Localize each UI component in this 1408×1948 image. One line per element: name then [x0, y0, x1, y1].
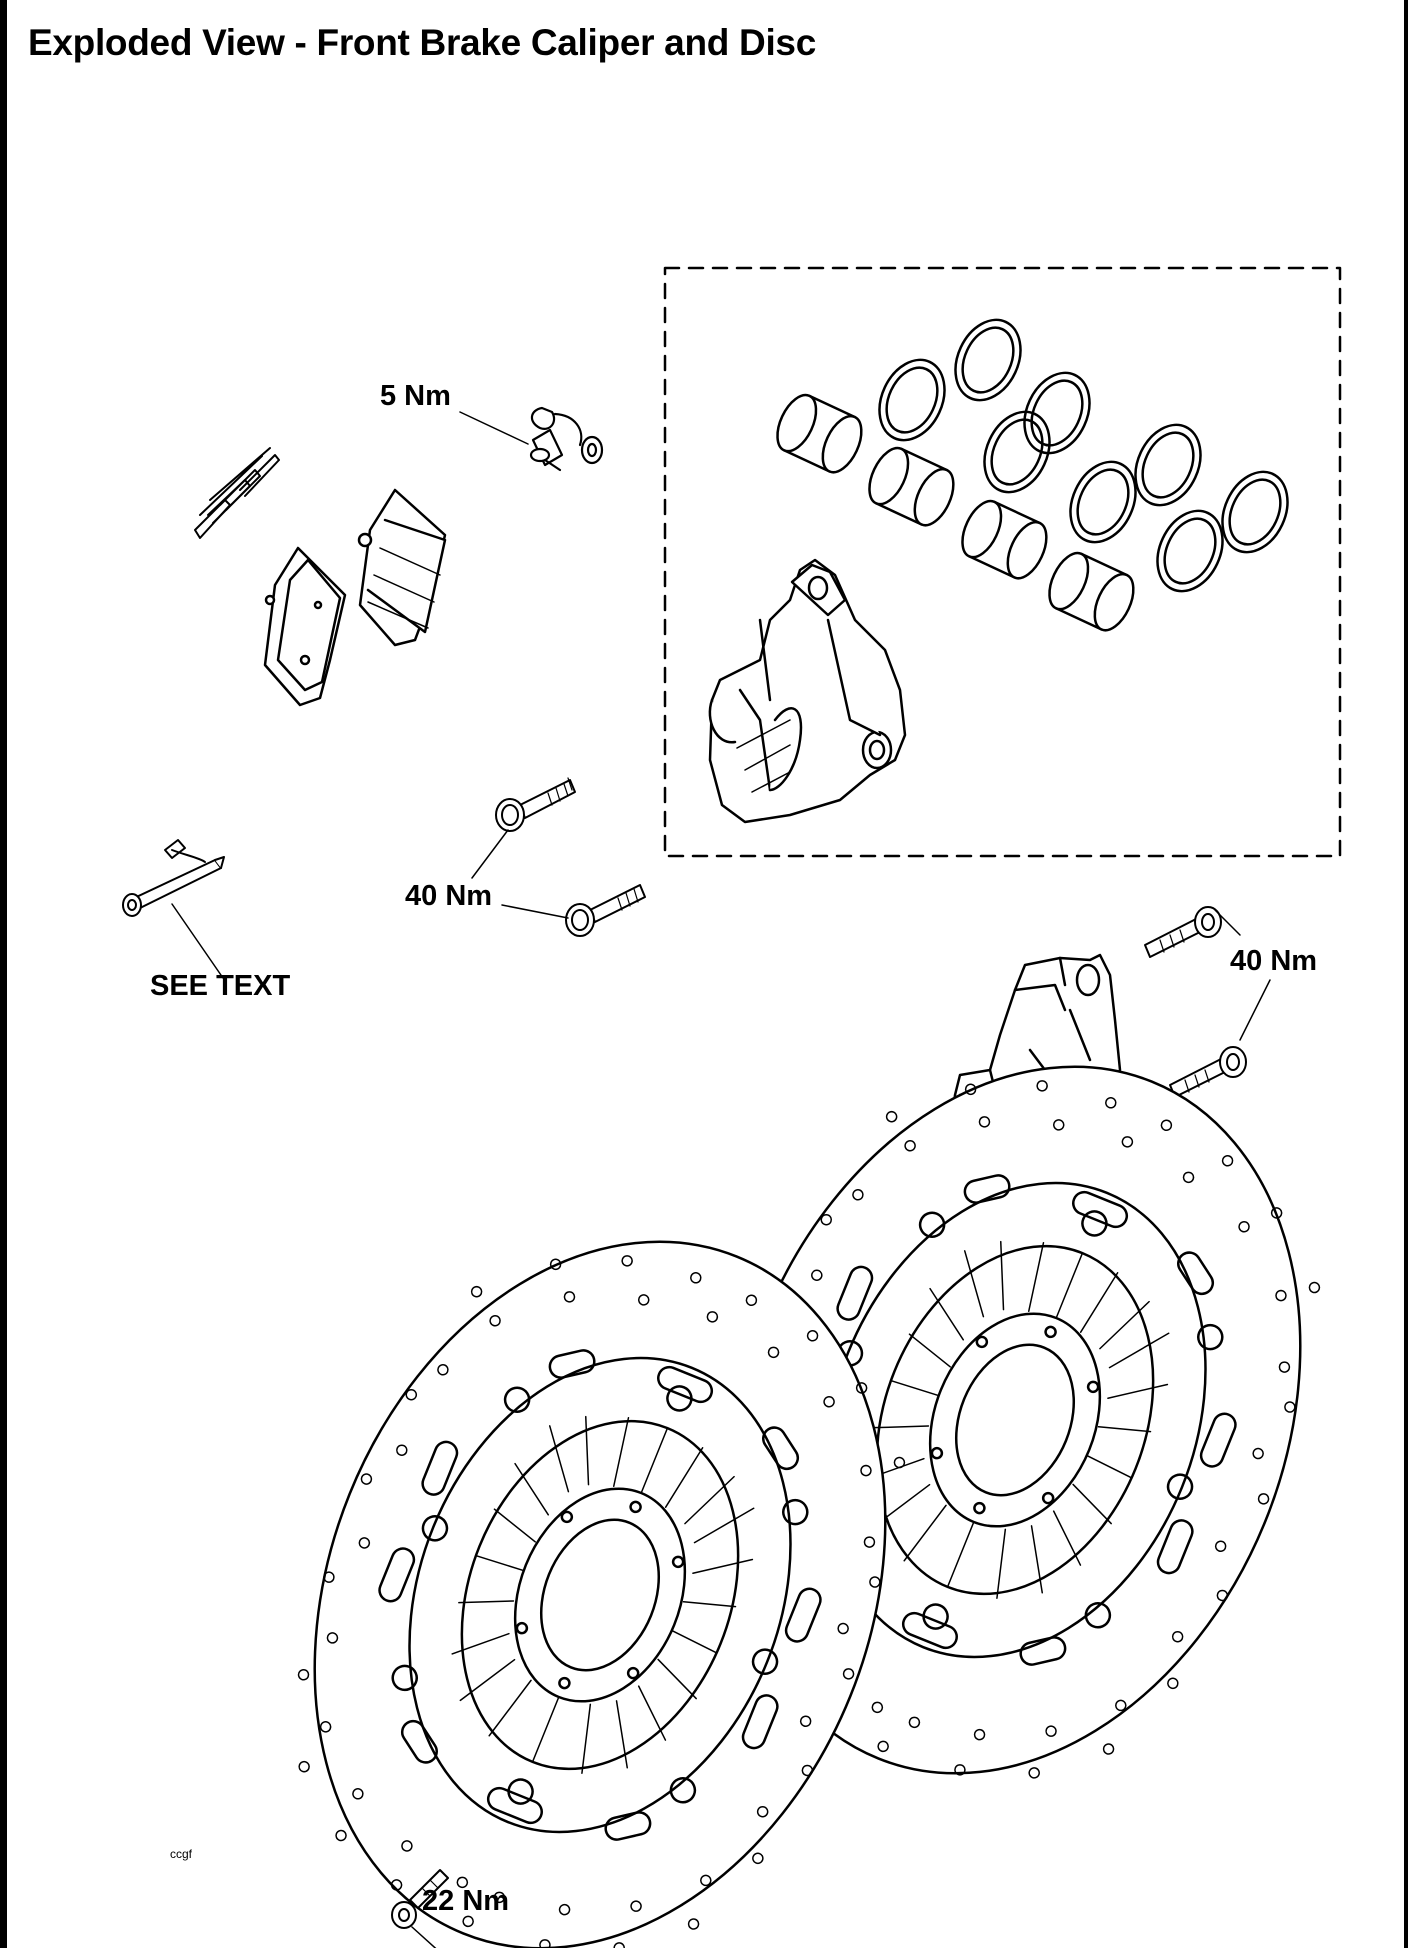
- pad-retaining-pin: [123, 840, 224, 916]
- bleed-valve-torque-label: 5 Nm: [380, 380, 451, 412]
- see-text-leader: [172, 904, 223, 978]
- pad-retaining-spring: [195, 448, 279, 538]
- right-page-edge: [1404, 0, 1408, 1948]
- piston-seal-rings: [867, 309, 1300, 601]
- left-caliper-bolt-leaders: [472, 830, 568, 918]
- left-brake-caliper: [710, 560, 905, 822]
- page-title: Exploded View - Front Brake Caliper and …: [28, 22, 816, 63]
- caliper-pistons: [770, 389, 1142, 636]
- bleed-valve-leader: [460, 412, 528, 444]
- disc-bolt-leader: [412, 1927, 443, 1948]
- caliper-kit-dashed-box: [665, 268, 1340, 856]
- disc-bolt-torque-label: 22 Nm: [422, 1885, 510, 1917]
- reference-code: ccgf: [170, 1847, 193, 1861]
- brake-disc-front: [213, 1155, 987, 1948]
- left-caliper-mounting-bolt-upper: [496, 778, 575, 831]
- left-caliper-mounting-bolt-lower: [566, 885, 645, 936]
- left-caliper-bolt-torque-label: 40 Nm: [405, 880, 493, 912]
- right-caliper-bolt-torque-label: 40 Nm: [1230, 945, 1318, 977]
- left-page-edge: [0, 0, 7, 1948]
- right-caliper-mounting-bolt-upper: [1145, 907, 1221, 957]
- bleed-valve: [531, 408, 602, 470]
- brake-pads: [265, 490, 445, 705]
- see-text-label: SEE TEXT: [150, 970, 291, 1002]
- right-caliper-bolt-leaders: [1215, 910, 1270, 1040]
- disc-mounting-bolt: [392, 1870, 448, 1928]
- right-caliper-mounting-bolt-lower: [1170, 1047, 1246, 1097]
